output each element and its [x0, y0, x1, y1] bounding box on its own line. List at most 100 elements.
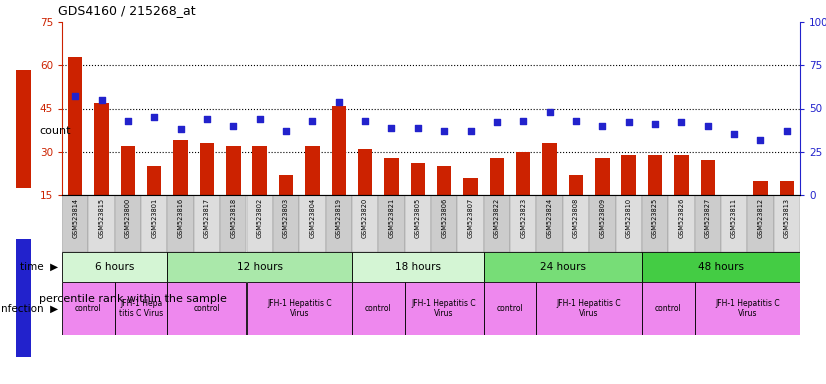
- Text: GSM523823: GSM523823: [520, 198, 526, 238]
- Bar: [68, 56, 83, 195]
- Bar: [431, 195, 458, 252]
- Point: [516, 118, 529, 124]
- Bar: [510, 195, 536, 252]
- Text: GSM523826: GSM523826: [678, 198, 685, 238]
- Bar: [279, 175, 293, 195]
- Point: [121, 118, 135, 124]
- Bar: [595, 157, 610, 195]
- Text: GSM523809: GSM523809: [600, 198, 605, 238]
- Bar: [115, 282, 168, 335]
- Text: GSM523827: GSM523827: [705, 198, 710, 238]
- Text: GSM523821: GSM523821: [388, 198, 395, 238]
- Bar: [173, 140, 188, 195]
- Text: GSM523800: GSM523800: [125, 198, 131, 238]
- Bar: [721, 195, 748, 252]
- Text: control: control: [365, 304, 392, 313]
- Bar: [88, 195, 115, 252]
- Bar: [458, 195, 484, 252]
- Bar: [378, 195, 405, 252]
- Text: GSM523808: GSM523808: [573, 198, 579, 238]
- Point: [385, 124, 398, 131]
- Text: control: control: [75, 304, 102, 313]
- Bar: [168, 195, 194, 252]
- Text: count: count: [40, 126, 71, 136]
- Point: [411, 124, 425, 131]
- Text: GSM523810: GSM523810: [625, 198, 632, 238]
- Bar: [484, 195, 510, 252]
- Bar: [700, 161, 715, 195]
- Text: GSM523812: GSM523812: [757, 198, 763, 238]
- Point: [491, 119, 504, 126]
- Text: JFH-1 Hepatitis C
Virus: JFH-1 Hepatitis C Virus: [412, 299, 477, 318]
- Text: control: control: [193, 304, 221, 313]
- Bar: [642, 282, 695, 335]
- Point: [543, 109, 556, 115]
- Bar: [168, 282, 246, 335]
- Bar: [668, 195, 695, 252]
- Bar: [62, 282, 115, 335]
- Bar: [780, 180, 794, 195]
- Text: percentile rank within the sample: percentile rank within the sample: [40, 295, 227, 305]
- Bar: [642, 195, 668, 252]
- Bar: [516, 152, 530, 195]
- Bar: [147, 166, 162, 195]
- Text: GSM523814: GSM523814: [72, 198, 78, 238]
- Point: [675, 119, 688, 126]
- Point: [226, 123, 240, 129]
- Text: GSM523805: GSM523805: [415, 198, 420, 238]
- Text: JFH-1 Hepatitis C
Virus: JFH-1 Hepatitis C Virus: [715, 299, 780, 318]
- Bar: [226, 146, 240, 195]
- Point: [95, 97, 108, 103]
- Text: time  ▶: time ▶: [20, 262, 58, 272]
- Text: GSM523807: GSM523807: [468, 198, 473, 238]
- Point: [648, 121, 662, 127]
- Bar: [200, 143, 214, 195]
- Text: control: control: [655, 304, 681, 313]
- Bar: [17, 70, 31, 188]
- Bar: [121, 146, 135, 195]
- Bar: [62, 195, 88, 252]
- Bar: [221, 195, 246, 252]
- Text: JFH-1 Hepatitis C
Virus: JFH-1 Hepatitis C Virus: [557, 299, 621, 318]
- Bar: [194, 195, 221, 252]
- Text: GSM523818: GSM523818: [230, 198, 236, 238]
- Bar: [774, 195, 800, 252]
- Bar: [536, 195, 563, 252]
- Point: [464, 128, 477, 134]
- Bar: [62, 252, 168, 282]
- Bar: [648, 155, 662, 195]
- Bar: [589, 195, 615, 252]
- Text: JFH-1 Hepa
titis C Virus: JFH-1 Hepa titis C Virus: [119, 299, 164, 318]
- Text: GDS4160 / 215268_at: GDS4160 / 215268_at: [58, 4, 196, 17]
- Bar: [727, 195, 742, 201]
- Bar: [563, 195, 589, 252]
- Bar: [17, 239, 31, 357]
- Bar: [325, 195, 352, 252]
- Text: GSM523804: GSM523804: [310, 198, 316, 238]
- Bar: [569, 175, 583, 195]
- Point: [201, 116, 214, 122]
- Point: [306, 118, 319, 124]
- Bar: [299, 195, 325, 252]
- Text: GSM523824: GSM523824: [547, 198, 553, 238]
- Bar: [246, 282, 352, 335]
- Bar: [748, 195, 774, 252]
- Text: GSM523817: GSM523817: [204, 198, 210, 238]
- Bar: [273, 195, 299, 252]
- Text: JFH-1 Hepatitis C
Virus: JFH-1 Hepatitis C Virus: [267, 299, 331, 318]
- Text: 24 hours: 24 hours: [539, 262, 586, 272]
- Point: [358, 118, 372, 124]
- Bar: [642, 252, 800, 282]
- Bar: [411, 163, 425, 195]
- Bar: [358, 149, 373, 195]
- Bar: [437, 166, 452, 195]
- Bar: [753, 180, 767, 195]
- Bar: [695, 282, 800, 335]
- Bar: [405, 195, 431, 252]
- Bar: [305, 146, 320, 195]
- Point: [596, 123, 609, 129]
- Bar: [253, 146, 267, 195]
- Bar: [168, 252, 352, 282]
- Point: [438, 128, 451, 134]
- Bar: [115, 195, 141, 252]
